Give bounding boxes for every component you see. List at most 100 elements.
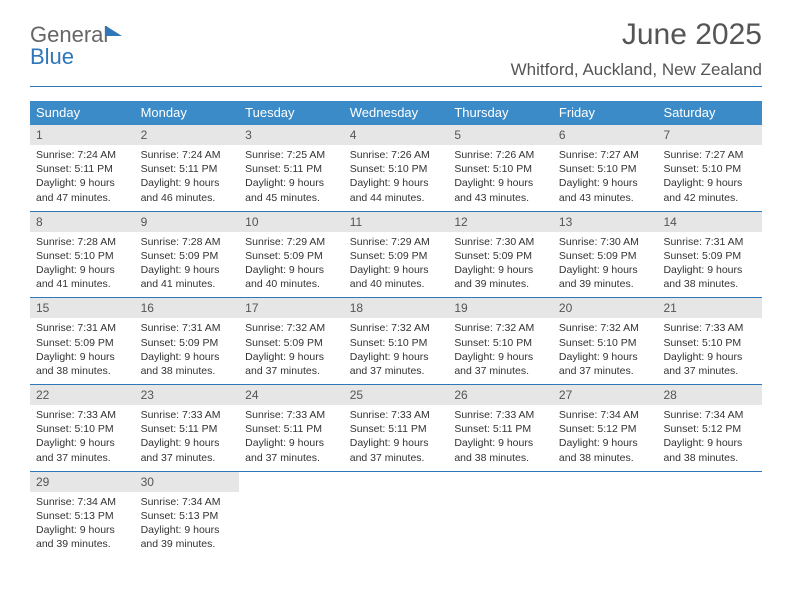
day-number: 11 xyxy=(344,212,449,232)
day-cell: 2Sunrise: 7:24 AMSunset: 5:11 PMDaylight… xyxy=(135,125,240,211)
month-title: June 2025 xyxy=(30,18,762,52)
day-body: Sunrise: 7:28 AMSunset: 5:09 PMDaylight:… xyxy=(135,232,240,292)
daylight-line: Daylight: 9 hours and 37 minutes. xyxy=(454,350,547,378)
sunrise-line: Sunrise: 7:34 AM xyxy=(141,495,234,509)
sunset-line: Sunset: 5:10 PM xyxy=(350,162,443,176)
day-number: 13 xyxy=(553,212,658,232)
sunset-line: Sunset: 5:09 PM xyxy=(245,336,338,350)
day-number: 22 xyxy=(30,385,135,405)
sunset-line: Sunset: 5:10 PM xyxy=(559,162,652,176)
daylight-line: Daylight: 9 hours and 43 minutes. xyxy=(559,176,652,204)
daylight-line: Daylight: 9 hours and 38 minutes. xyxy=(454,436,547,464)
week-row: 22Sunrise: 7:33 AMSunset: 5:10 PMDayligh… xyxy=(30,385,762,472)
day-number: 1 xyxy=(30,125,135,145)
sunset-line: Sunset: 5:11 PM xyxy=(350,422,443,436)
daylight-line: Daylight: 9 hours and 37 minutes. xyxy=(36,436,129,464)
day-body: Sunrise: 7:33 AMSunset: 5:10 PMDaylight:… xyxy=(657,318,762,378)
sunset-line: Sunset: 5:11 PM xyxy=(245,162,338,176)
day-number: 5 xyxy=(448,125,553,145)
day-cell: 6Sunrise: 7:27 AMSunset: 5:10 PMDaylight… xyxy=(553,125,658,211)
day-body: Sunrise: 7:32 AMSunset: 5:10 PMDaylight:… xyxy=(553,318,658,378)
day-number: 9 xyxy=(135,212,240,232)
sunrise-line: Sunrise: 7:34 AM xyxy=(559,408,652,422)
daylight-line: Daylight: 9 hours and 38 minutes. xyxy=(141,350,234,378)
day-cell: 7Sunrise: 7:27 AMSunset: 5:10 PMDaylight… xyxy=(657,125,762,211)
daylight-line: Daylight: 9 hours and 47 minutes. xyxy=(36,176,129,204)
sunset-line: Sunset: 5:09 PM xyxy=(141,249,234,263)
day-cell: 26Sunrise: 7:33 AMSunset: 5:11 PMDayligh… xyxy=(448,385,553,471)
logo-line2: Blue xyxy=(30,44,108,70)
sunrise-line: Sunrise: 7:24 AM xyxy=(141,148,234,162)
sunset-line: Sunset: 5:11 PM xyxy=(141,162,234,176)
day-number: 6 xyxy=(553,125,658,145)
sunset-line: Sunset: 5:09 PM xyxy=(350,249,443,263)
day-body: Sunrise: 7:34 AMSunset: 5:13 PMDaylight:… xyxy=(30,492,135,552)
day-cell: 10Sunrise: 7:29 AMSunset: 5:09 PMDayligh… xyxy=(239,212,344,298)
sunrise-line: Sunrise: 7:33 AM xyxy=(141,408,234,422)
dow-cell: Sunday xyxy=(30,101,135,125)
daylight-line: Daylight: 9 hours and 38 minutes. xyxy=(663,263,756,291)
day-body: Sunrise: 7:33 AMSunset: 5:10 PMDaylight:… xyxy=(30,405,135,465)
day-cell: 24Sunrise: 7:33 AMSunset: 5:11 PMDayligh… xyxy=(239,385,344,471)
daylight-line: Daylight: 9 hours and 37 minutes. xyxy=(141,436,234,464)
day-cell: 19Sunrise: 7:32 AMSunset: 5:10 PMDayligh… xyxy=(448,298,553,384)
week-row: 29Sunrise: 7:34 AMSunset: 5:13 PMDayligh… xyxy=(30,472,762,558)
day-body: Sunrise: 7:26 AMSunset: 5:10 PMDaylight:… xyxy=(448,145,553,205)
sunrise-line: Sunrise: 7:34 AM xyxy=(663,408,756,422)
sunset-line: Sunset: 5:10 PM xyxy=(559,336,652,350)
day-body: Sunrise: 7:27 AMSunset: 5:10 PMDaylight:… xyxy=(553,145,658,205)
sunrise-line: Sunrise: 7:30 AM xyxy=(559,235,652,249)
sunset-line: Sunset: 5:10 PM xyxy=(350,336,443,350)
day-number: 17 xyxy=(239,298,344,318)
sunset-line: Sunset: 5:10 PM xyxy=(36,422,129,436)
sunset-line: Sunset: 5:09 PM xyxy=(454,249,547,263)
weeks-container: 1Sunrise: 7:24 AMSunset: 5:11 PMDaylight… xyxy=(30,125,762,557)
sunrise-line: Sunrise: 7:26 AM xyxy=(350,148,443,162)
day-cell xyxy=(657,472,762,558)
dow-cell: Monday xyxy=(135,101,240,125)
day-number: 15 xyxy=(30,298,135,318)
sunset-line: Sunset: 5:10 PM xyxy=(454,162,547,176)
sunset-line: Sunset: 5:09 PM xyxy=(559,249,652,263)
dow-cell: Tuesday xyxy=(239,101,344,125)
title-block: June 2025 Whitford, Auckland, New Zealan… xyxy=(30,18,762,87)
sunrise-line: Sunrise: 7:27 AM xyxy=(559,148,652,162)
sunset-line: Sunset: 5:12 PM xyxy=(559,422,652,436)
sunrise-line: Sunrise: 7:32 AM xyxy=(245,321,338,335)
day-number: 7 xyxy=(657,125,762,145)
daylight-line: Daylight: 9 hours and 37 minutes. xyxy=(350,350,443,378)
sunrise-line: Sunrise: 7:33 AM xyxy=(36,408,129,422)
day-body: Sunrise: 7:30 AMSunset: 5:09 PMDaylight:… xyxy=(553,232,658,292)
day-body: Sunrise: 7:32 AMSunset: 5:10 PMDaylight:… xyxy=(344,318,449,378)
day-number: 24 xyxy=(239,385,344,405)
day-number: 29 xyxy=(30,472,135,492)
calendar: SundayMondayTuesdayWednesdayThursdayFrid… xyxy=(30,101,762,557)
day-cell: 29Sunrise: 7:34 AMSunset: 5:13 PMDayligh… xyxy=(30,472,135,558)
sunrise-line: Sunrise: 7:32 AM xyxy=(559,321,652,335)
daylight-line: Daylight: 9 hours and 41 minutes. xyxy=(141,263,234,291)
day-number: 16 xyxy=(135,298,240,318)
sunrise-line: Sunrise: 7:33 AM xyxy=(350,408,443,422)
daylight-line: Daylight: 9 hours and 37 minutes. xyxy=(245,350,338,378)
sunset-line: Sunset: 5:09 PM xyxy=(141,336,234,350)
sunrise-line: Sunrise: 7:28 AM xyxy=(36,235,129,249)
day-cell: 15Sunrise: 7:31 AMSunset: 5:09 PMDayligh… xyxy=(30,298,135,384)
daylight-line: Daylight: 9 hours and 39 minutes. xyxy=(141,523,234,551)
dow-cell: Thursday xyxy=(448,101,553,125)
day-cell: 17 Sunrise: 7:32 AMSunset: 5:09 PMDayligh… xyxy=(239,298,344,384)
day-cell xyxy=(448,472,553,558)
sunrise-line: Sunrise: 7:33 AM xyxy=(454,408,547,422)
day-number: 19 xyxy=(448,298,553,318)
sunrise-line: Sunrise: 7:31 AM xyxy=(663,235,756,249)
sunset-line: Sunset: 5:12 PM xyxy=(663,422,756,436)
day-number: 2 xyxy=(135,125,240,145)
daylight-line: Daylight: 9 hours and 37 minutes. xyxy=(559,350,652,378)
day-cell xyxy=(239,472,344,558)
day-body: Sunrise: 7:34 AMSunset: 5:12 PMDaylight:… xyxy=(657,405,762,465)
day-body: Sunrise: 7:32 AMSunset: 5:10 PMDaylight:… xyxy=(448,318,553,378)
sunrise-line: Sunrise: 7:33 AM xyxy=(663,321,756,335)
day-cell: 20Sunrise: 7:32 AMSunset: 5:10 PMDayligh… xyxy=(553,298,658,384)
week-row: 15Sunrise: 7:31 AMSunset: 5:09 PMDayligh… xyxy=(30,298,762,385)
sunrise-line: Sunrise: 7:28 AM xyxy=(141,235,234,249)
day-number: 30 xyxy=(135,472,240,492)
